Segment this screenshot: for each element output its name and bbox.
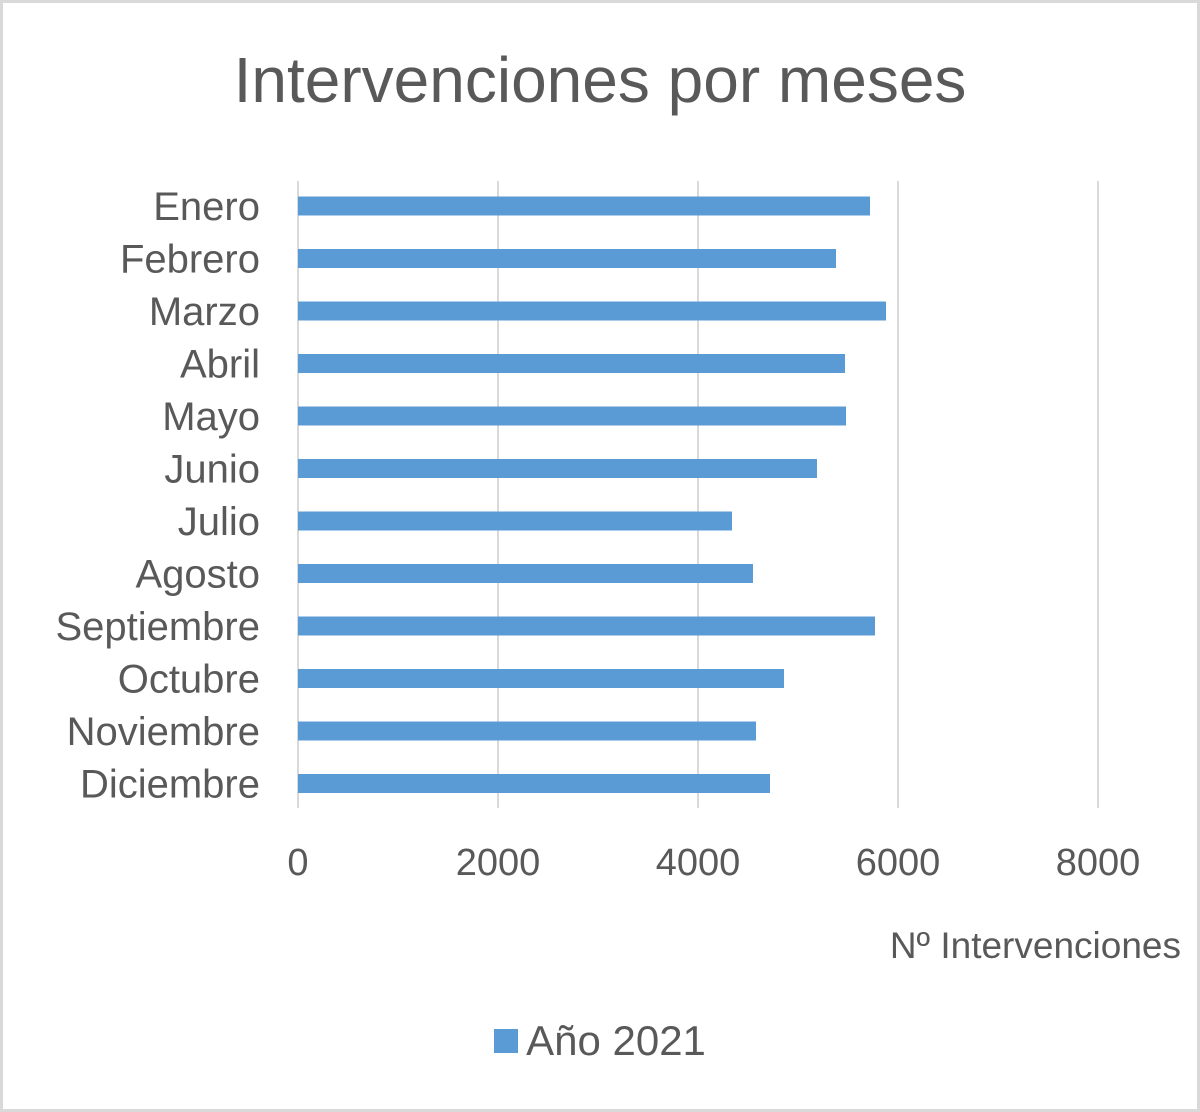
bar-julio (298, 511, 732, 531)
bar-octubre (298, 669, 784, 688)
category-label: Marzo (149, 290, 260, 334)
bar-agosto (298, 564, 753, 583)
bar-diciembre (298, 774, 770, 793)
bars (298, 196, 886, 793)
category-label: Enero (153, 185, 260, 229)
category-label: Abril (180, 343, 260, 387)
bar-mayo (298, 406, 846, 426)
x-tick-label: 6000 (856, 842, 941, 884)
category-label: Junio (164, 448, 260, 492)
category-label: Octubre (118, 658, 260, 702)
bar-febrero (298, 249, 836, 268)
x-tick-label: 0 (287, 842, 308, 884)
x-tick-label: 2000 (456, 842, 541, 884)
x-tick-label: 8000 (1056, 842, 1141, 884)
bar-noviembre (298, 721, 756, 741)
chart-plot: Enero Febrero Marzo Abril Mayo Junio Julio Agos… (55, 181, 1140, 884)
category-labels: Enero Febrero Marzo Abril Mayo Junio Julio Agos… (55, 185, 260, 807)
category-label: Diciembre (80, 763, 260, 807)
legend-swatch (494, 1029, 519, 1053)
gridlines (297, 181, 1099, 808)
category-label: Noviembre (67, 710, 260, 754)
bar-enero (298, 196, 870, 216)
category-label: Agosto (135, 553, 260, 597)
legend-label: Año 2021 (526, 1017, 706, 1064)
category-label: Febrero (120, 238, 260, 282)
bar-septiembre (298, 616, 875, 636)
bar-junio (298, 459, 817, 478)
x-tick-label: 4000 (656, 842, 741, 884)
x-axis-title: Nº Intervenciones (889, 925, 1181, 966)
bar-abril (298, 354, 845, 373)
category-label: Mayo (162, 395, 260, 439)
legend: Año 2021 (3, 1017, 1197, 1065)
bar-marzo (298, 301, 886, 321)
category-label: Septiembre (55, 605, 260, 649)
category-label: Julio (178, 500, 260, 544)
x-tick-labels: 0 2000 4000 6000 8000 (287, 842, 1140, 884)
chart-title: Intervenciones por meses (233, 44, 967, 116)
